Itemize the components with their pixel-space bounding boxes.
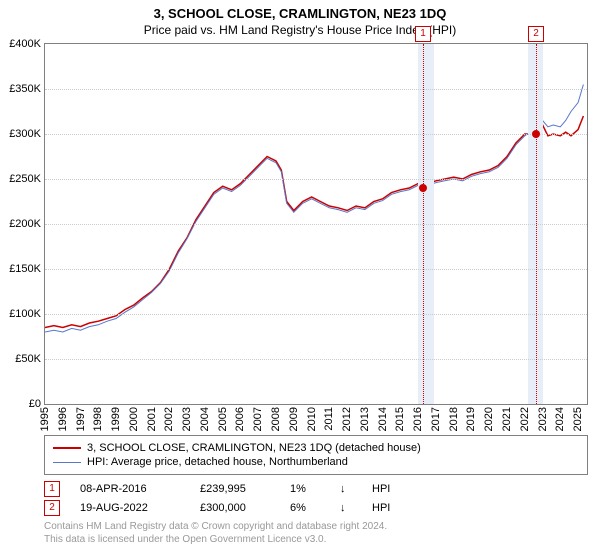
legend-swatch (53, 462, 81, 463)
chart-container: 3, SCHOOL CLOSE, CRAMLINGTON, NE23 1DQ P… (0, 0, 600, 560)
legend-item: 3, SCHOOL CLOSE, CRAMLINGTON, NE23 1DQ (… (53, 442, 579, 454)
gridline (45, 134, 587, 135)
x-axis-label: 2013 (359, 407, 371, 431)
y-axis-label: £300K (9, 128, 41, 140)
marker-table: 1 08-APR-2016 £239,995 1% ↓ HPI 2 19-AUG-2022 £3… (44, 481, 588, 516)
gridline (45, 359, 587, 360)
x-axis-label: 2004 (199, 407, 211, 431)
y-axis-label: £150K (9, 263, 41, 275)
y-axis-label: £350K (9, 83, 41, 95)
marker-table-pct: 1% (290, 483, 320, 495)
marker-label: 2 (528, 26, 544, 42)
marker-table-row: 1 08-APR-2016 £239,995 1% ↓ HPI (44, 481, 588, 497)
y-axis-label: £400K (9, 38, 41, 50)
marker-table-ref: HPI (372, 483, 390, 495)
x-axis-label: 2001 (146, 407, 158, 431)
chart-plot-area: £0£50K£100K£150K£200K£250K£300K£350K£400… (44, 43, 588, 405)
series-hpi (45, 85, 583, 333)
gridline (45, 314, 587, 315)
y-axis-label: £50K (15, 353, 41, 365)
x-axis-label: 2017 (430, 407, 442, 431)
x-axis-label: 2015 (394, 407, 406, 431)
x-axis-label: 2005 (217, 407, 229, 431)
marker-table-num: 1 (44, 481, 60, 497)
marker-line (536, 44, 537, 404)
gridline (45, 89, 587, 90)
gridline (45, 179, 587, 180)
x-axis-label: 2025 (572, 407, 584, 431)
x-axis-label: 2023 (537, 407, 549, 431)
legend-swatch (53, 447, 81, 449)
footer-line1: Contains HM Land Registry data © Crown c… (44, 520, 588, 533)
marker-table-row: 2 19-AUG-2022 £300,000 6% ↓ HPI (44, 500, 588, 516)
x-axis-label: 2014 (377, 407, 389, 431)
marker-dot (532, 130, 540, 138)
x-axis-label: 1996 (57, 407, 69, 431)
marker-table-date: 19-AUG-2022 (80, 502, 180, 514)
page-title: 3, SCHOOL CLOSE, CRAMLINGTON, NE23 1DQ (0, 0, 600, 21)
marker-line (423, 44, 424, 404)
marker-table-pct: 6% (290, 502, 320, 514)
x-axis-label: 2007 (252, 407, 264, 431)
x-axis-label: 2018 (448, 407, 460, 431)
x-axis-label: 2000 (128, 407, 140, 431)
x-axis-label: 1995 (39, 407, 51, 431)
x-axis-label: 2016 (412, 407, 424, 431)
y-axis-label: £250K (9, 173, 41, 185)
x-axis-label: 2019 (465, 407, 477, 431)
marker-table-num: 2 (44, 500, 60, 516)
down-arrow-icon: ↓ (340, 502, 352, 514)
x-axis-label: 2024 (554, 407, 566, 431)
x-axis-label: 2003 (181, 407, 193, 431)
x-axis-label: 1997 (75, 407, 87, 431)
gridline (45, 224, 587, 225)
x-axis-label: 2022 (519, 407, 531, 431)
marker-table-ref: HPI (372, 502, 390, 514)
legend-label: HPI: Average price, detached house, Nort… (87, 456, 348, 468)
x-axis-label: 2009 (288, 407, 300, 431)
x-axis-label: 2010 (306, 407, 318, 431)
gridline (45, 269, 587, 270)
y-axis-label: £200K (9, 218, 41, 230)
x-axis-label: 1999 (110, 407, 122, 431)
footer-text: Contains HM Land Registry data © Crown c… (44, 520, 588, 546)
x-axis-label: 2012 (341, 407, 353, 431)
marker-table-price: £300,000 (200, 502, 270, 514)
x-axis-label: 2006 (234, 407, 246, 431)
marker-dot (419, 184, 427, 192)
marker-table-date: 08-APR-2016 (80, 483, 180, 495)
footer-line2: This data is licensed under the Open Gov… (44, 533, 588, 546)
marker-table-price: £239,995 (200, 483, 270, 495)
legend-box: 3, SCHOOL CLOSE, CRAMLINGTON, NE23 1DQ (… (44, 435, 588, 475)
x-axis-label: 2002 (163, 407, 175, 431)
marker-label: 1 (415, 26, 431, 42)
x-axis-label: 2020 (483, 407, 495, 431)
legend-label: 3, SCHOOL CLOSE, CRAMLINGTON, NE23 1DQ (… (87, 442, 421, 454)
x-axis-label: 2011 (323, 407, 335, 431)
x-axis-label: 1998 (92, 407, 104, 431)
y-axis-label: £100K (9, 308, 41, 320)
series-price_paid (45, 116, 583, 328)
page-subtitle: Price paid vs. HM Land Registry's House … (0, 21, 600, 37)
legend-item: HPI: Average price, detached house, Nort… (53, 456, 579, 468)
down-arrow-icon: ↓ (340, 483, 352, 495)
x-axis-label: 2021 (501, 407, 513, 431)
x-axis-label: 2008 (270, 407, 282, 431)
